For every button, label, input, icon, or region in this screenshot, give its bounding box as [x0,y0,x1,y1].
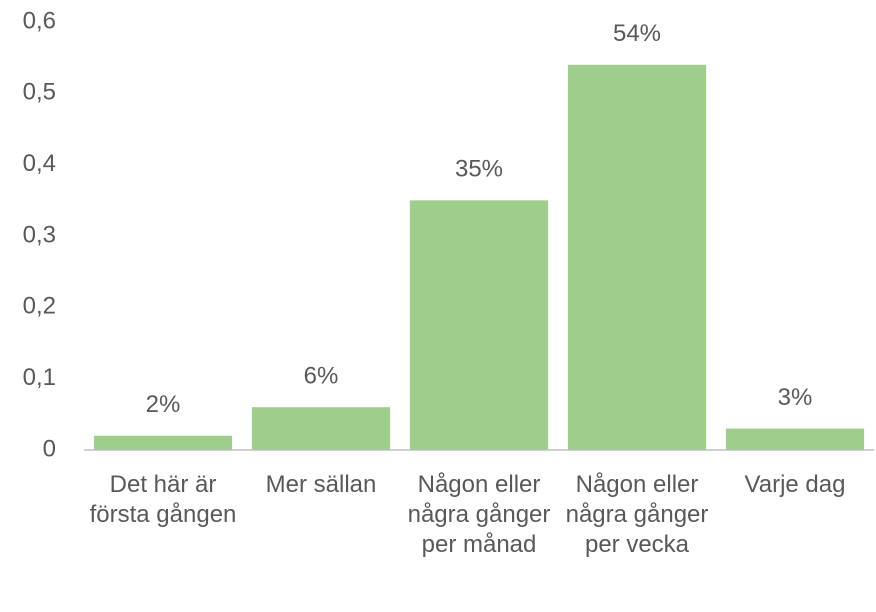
y-tick-label: 0,3 [23,221,56,248]
x-tick-label: Någon eller några gånger per vecka [565,471,709,558]
bar [93,435,233,450]
data-label: 6% [304,363,339,390]
y-tick-label: 0,1 [23,364,56,391]
data-label: 54% [613,20,661,47]
data-label: 3% [778,384,813,411]
y-tick-label: 0,5 [23,79,56,106]
y-tick-label: 0,6 [23,7,56,34]
x-tick-label: Det här är första gången [89,471,237,528]
bar [725,428,865,450]
x-tick-label: Någon eller några gånger per månad [407,471,551,558]
y-tick-label: 0,2 [23,293,56,320]
bar [567,64,707,451]
data-label: 35% [455,156,503,183]
x-tick-label: Varje dag [744,471,846,498]
y-tick-label: 0,4 [23,150,56,177]
bar [251,407,391,450]
bar [409,200,549,450]
x-tick-label: Mer sällan [265,471,377,498]
y-tick-label: 0 [43,435,56,462]
data-label: 2% [146,391,181,418]
